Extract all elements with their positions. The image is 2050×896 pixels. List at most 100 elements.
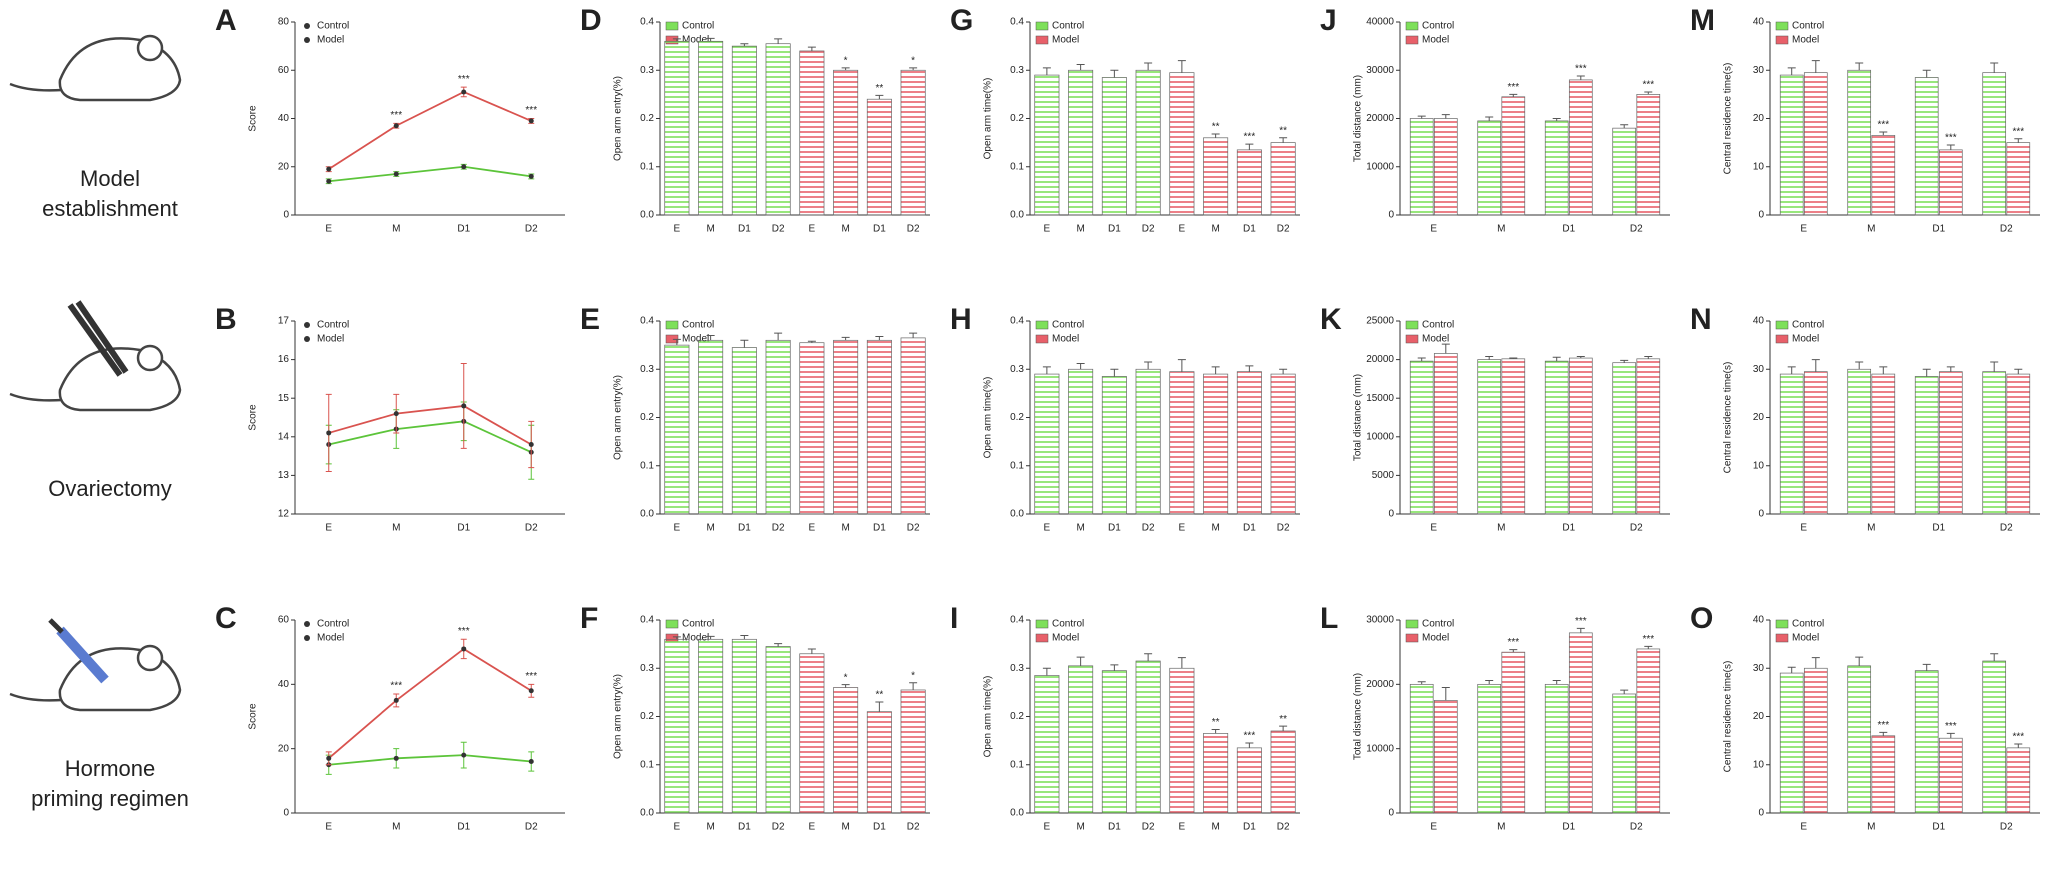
bar bbox=[833, 339, 859, 515]
y-tick-label: 0.2 bbox=[640, 412, 654, 423]
error-bar bbox=[740, 43, 749, 47]
error-bar bbox=[1552, 118, 1561, 121]
x-tick-label: M bbox=[841, 822, 849, 833]
significance-label: ** bbox=[1279, 125, 1287, 136]
mouse-syringe-icon bbox=[9, 618, 182, 712]
error-bar bbox=[1144, 361, 1153, 370]
legend-swatch bbox=[304, 635, 310, 641]
bar bbox=[1433, 700, 1458, 814]
legend-swatch bbox=[1035, 334, 1049, 344]
bar bbox=[1982, 660, 2007, 814]
error-bar bbox=[1144, 62, 1153, 71]
significance-label: *** bbox=[525, 671, 537, 682]
error-bar bbox=[841, 336, 850, 341]
bar bbox=[1501, 96, 1526, 216]
bar bbox=[1938, 371, 1963, 515]
x-tick-label: D2 bbox=[1142, 822, 1155, 833]
error-bar bbox=[1946, 732, 1955, 739]
y-tick-label: 20000 bbox=[1366, 113, 1394, 124]
bar bbox=[1568, 79, 1593, 216]
error-bar bbox=[1279, 137, 1288, 143]
legend-swatch bbox=[1775, 320, 1789, 330]
legend-label: Model bbox=[682, 633, 709, 644]
legend-swatch bbox=[1035, 35, 1049, 45]
panel-letter: A bbox=[215, 4, 237, 37]
bar bbox=[900, 69, 926, 216]
x-tick-label: D2 bbox=[2000, 822, 2013, 833]
x-tick-label: D1 bbox=[1562, 523, 1575, 534]
legend-label: Model bbox=[1422, 35, 1449, 46]
x-tick-label: D2 bbox=[772, 224, 785, 235]
x-tick-label: D1 bbox=[457, 822, 470, 833]
legend-swatch bbox=[1035, 21, 1049, 31]
bar bbox=[1914, 670, 1939, 814]
error-bar bbox=[1110, 664, 1119, 671]
y-tick-label: 0 bbox=[1388, 509, 1394, 520]
panel-letter: M bbox=[1690, 4, 1715, 37]
error-bar bbox=[1042, 667, 1051, 676]
x-tick-label: M bbox=[1076, 224, 1084, 235]
point bbox=[528, 173, 534, 179]
y-tick-label: 20 bbox=[1753, 113, 1765, 124]
bar bbox=[1203, 373, 1229, 515]
legend-label: Control bbox=[682, 619, 714, 630]
y-tick-label: 0.4 bbox=[640, 17, 654, 28]
y-tick-label: 40 bbox=[1753, 316, 1765, 327]
point bbox=[461, 164, 467, 170]
panel-letter: O bbox=[1690, 602, 1713, 635]
point bbox=[528, 759, 534, 765]
error-bar bbox=[1245, 742, 1254, 748]
x-tick-label: D1 bbox=[1108, 224, 1121, 235]
y-tick-label: 0.1 bbox=[640, 460, 654, 471]
significance-label: *** bbox=[390, 681, 402, 692]
error-bar bbox=[1620, 359, 1629, 363]
bar bbox=[1847, 69, 1872, 216]
bar bbox=[1501, 358, 1526, 515]
bar bbox=[1236, 747, 1262, 814]
bar bbox=[1169, 371, 1195, 515]
bar bbox=[1101, 670, 1127, 814]
y-tick-label: 0.0 bbox=[1010, 509, 1024, 520]
x-tick-label: D1 bbox=[738, 822, 751, 833]
error-bar bbox=[1879, 131, 1888, 136]
y-tick-label: 0.1 bbox=[1010, 460, 1024, 471]
error-bar bbox=[1177, 359, 1186, 372]
x-tick-label: M bbox=[1211, 523, 1219, 534]
error-bar bbox=[1990, 653, 1999, 662]
x-tick-label: D2 bbox=[2000, 224, 2013, 235]
legend-label: Control bbox=[1422, 619, 1454, 630]
y-tick-label: 10 bbox=[1753, 460, 1765, 471]
y-tick-label: 0.2 bbox=[1010, 711, 1024, 722]
bar bbox=[2006, 747, 2031, 814]
bar bbox=[1068, 368, 1094, 515]
x-tick-label: E bbox=[674, 523, 681, 534]
error-bar bbox=[909, 332, 918, 338]
bar bbox=[698, 40, 724, 216]
significance-label: *** bbox=[1244, 731, 1256, 742]
x-tick-label: D2 bbox=[772, 523, 785, 534]
bar bbox=[799, 342, 825, 515]
error-bar bbox=[1211, 133, 1220, 138]
bar bbox=[1636, 648, 1661, 814]
error-bar bbox=[1417, 681, 1426, 685]
bar bbox=[1068, 69, 1094, 216]
x-tick-label: M bbox=[1867, 224, 1875, 235]
bar bbox=[1034, 74, 1060, 216]
error-bar bbox=[1110, 368, 1119, 377]
row-label: Hormone bbox=[65, 756, 155, 781]
error-bar bbox=[774, 643, 783, 647]
legend-label: Control bbox=[1792, 21, 1824, 32]
bar bbox=[664, 40, 690, 216]
mouse-icon bbox=[9, 34, 182, 102]
error-bar bbox=[1110, 69, 1119, 78]
x-tick-label: E bbox=[1430, 523, 1437, 534]
x-tick-label: D1 bbox=[1108, 822, 1121, 833]
legend-label: Model bbox=[317, 633, 344, 644]
y-tick-label: 17 bbox=[278, 316, 290, 327]
bar bbox=[1501, 651, 1526, 814]
bar bbox=[765, 646, 791, 814]
y-tick-label: 40000 bbox=[1366, 17, 1394, 28]
y-axis-label: Total distance (mm) bbox=[1353, 374, 1364, 461]
panel-letter: K bbox=[1320, 303, 1342, 336]
y-tick-label: 0.0 bbox=[640, 509, 654, 520]
